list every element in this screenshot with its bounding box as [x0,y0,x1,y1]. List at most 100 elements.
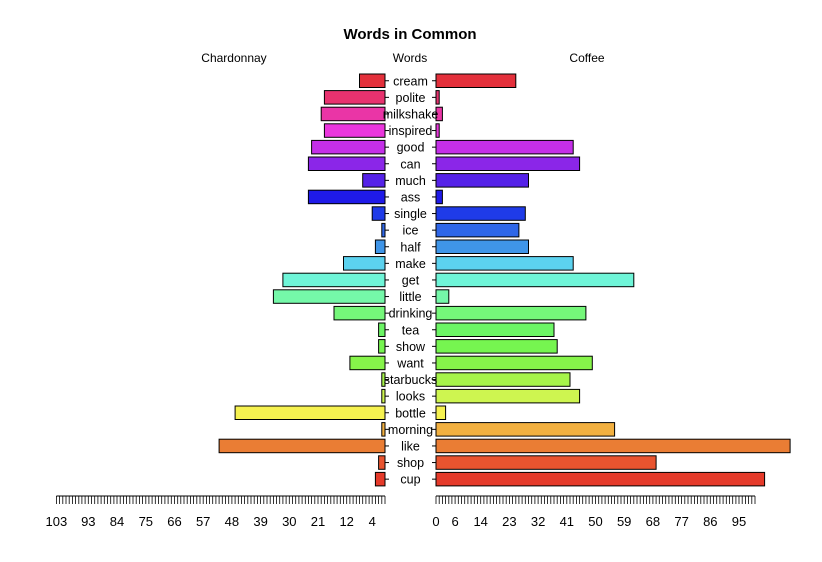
right-axis-tick-label: 59 [617,514,631,529]
bar-chardonnay-get [282,272,386,288]
bars-group [218,73,791,487]
bar-coffee-shop [435,455,657,470]
word-label-cup: cup [400,473,420,487]
bar-coffee-much [435,173,529,188]
right-series-label: Coffee [569,51,604,65]
word-label-polite: polite [396,91,426,105]
word-label-shop: shop [397,456,424,470]
right-axis-tick-label: 0 [432,514,439,529]
word-label-ass: ass [401,190,420,204]
bar-coffee-tea [435,322,555,337]
bar-coffee-bottle [435,405,447,420]
word-label-looks: looks [396,390,425,404]
bar-chardonnay-drinking [333,305,386,321]
bar-chardonnay-polite [323,90,386,105]
bar-chardonnay-little [272,289,386,304]
bar-coffee-can [435,156,581,171]
bar-chardonnay-single [371,206,386,221]
word-label-little: little [399,290,421,304]
bar-coffee-want [435,355,593,371]
left-axis-tick-label: 84 [110,514,124,529]
right-axis-tick-label: 95 [732,514,746,529]
word-label-make: make [395,257,426,271]
left-axis-tick-label: 75 [139,514,153,529]
bar-coffee-ass [435,189,443,205]
word-label-morning: morning [388,423,433,437]
left-axis-tick-label: 103 [46,514,68,529]
bar-chardonnay-looks [381,388,386,404]
bar-chardonnay-show [378,339,386,354]
left-axis-tick-label: 12 [339,514,353,529]
bar-coffee-single [435,206,526,221]
word-labels-group: cream polite milkshake inspired good can much a… [383,74,439,486]
bar-chardonnay-morning [381,422,386,437]
bar-chardonnay-cream [359,73,386,88]
word-label-like: like [401,439,420,453]
left-axis-tick-label: 4 [369,514,376,529]
word-label-much: much [395,174,426,188]
word-label-want: want [396,356,424,370]
left-series-label: Chardonnay [201,51,266,65]
word-label-single: single [394,207,427,221]
right-axis-tick-label: 14 [473,514,487,529]
word-label-good: good [397,141,425,155]
bar-coffee-starbucks [435,372,571,387]
left-axis-tick-label: 93 [81,514,95,529]
word-label-bottle: bottle [395,406,426,420]
right-axis-tick-label: 68 [646,514,660,529]
bar-chardonnay-inspired [323,123,386,138]
bar-chardonnay-like [218,438,386,454]
left-axis-tick-label: 48 [225,514,239,529]
bar-coffee-drinking [435,305,587,321]
bar-chardonnay-want [349,355,386,371]
bar-coffee-show [435,339,558,354]
bar-chardonnay-ass [307,189,386,205]
word-label-cream: cream [393,74,428,88]
word-label-tea: tea [402,323,419,337]
word-label-can: can [400,157,420,171]
bar-chardonnay-much [362,173,386,188]
left-axis-tick-label: 66 [167,514,181,529]
bar-chardonnay-tea [378,322,386,337]
word-label-starbucks: starbucks [384,373,438,387]
right-axis-tick-label: 32 [531,514,545,529]
bar-coffee-ice [435,222,520,238]
left-axis-tick-label: 21 [311,514,325,529]
bar-chardonnay-cup [374,471,386,487]
right-axis-tick-label: 6 [451,514,458,529]
bar-coffee-polite [435,90,440,105]
right-axis-tick-label: 23 [502,514,516,529]
bar-chardonnay-milkshake [320,106,386,122]
right-axis-tick-label: 77 [674,514,688,529]
right-axis-tick-label: 86 [703,514,717,529]
bar-chardonnay-half [374,239,386,254]
bar-chardonnay-good [311,139,386,155]
bar-coffee-good [435,139,574,155]
bar-coffee-half [435,239,529,254]
axes-group: 103 93 84 75 66 57 48 39 30 21 12 4 0 6 14 23 32 41 50 59 68… [46,495,756,529]
bar-chardonnay-ice [381,222,386,238]
word-label-show: show [396,340,426,354]
left-axis-tick-label: 30 [282,514,296,529]
word-label-ice: ice [403,224,419,238]
bar-chardonnay-shop [378,455,386,470]
bar-coffee-little [435,289,450,304]
bar-coffee-get [435,272,635,288]
right-axis-tick-label: 50 [588,514,602,529]
left-axis-tick-label: 39 [253,514,267,529]
word-label-milkshake: milkshake [383,107,439,121]
bar-coffee-like [435,438,791,454]
word-label-get: get [402,273,420,287]
bar-chardonnay-make [343,256,386,271]
bar-coffee-cup [435,471,766,487]
bar-coffee-inspired [435,123,440,138]
bar-coffee-morning [435,422,616,437]
word-label-inspired: inspired [389,124,433,138]
left-axis-tick-label: 57 [196,514,210,529]
chart-title: Words in Common [343,26,476,43]
bar-coffee-cream [435,73,517,88]
bar-chardonnay-bottle [234,405,386,420]
word-label-half: half [400,240,421,254]
bar-coffee-make [435,256,574,271]
